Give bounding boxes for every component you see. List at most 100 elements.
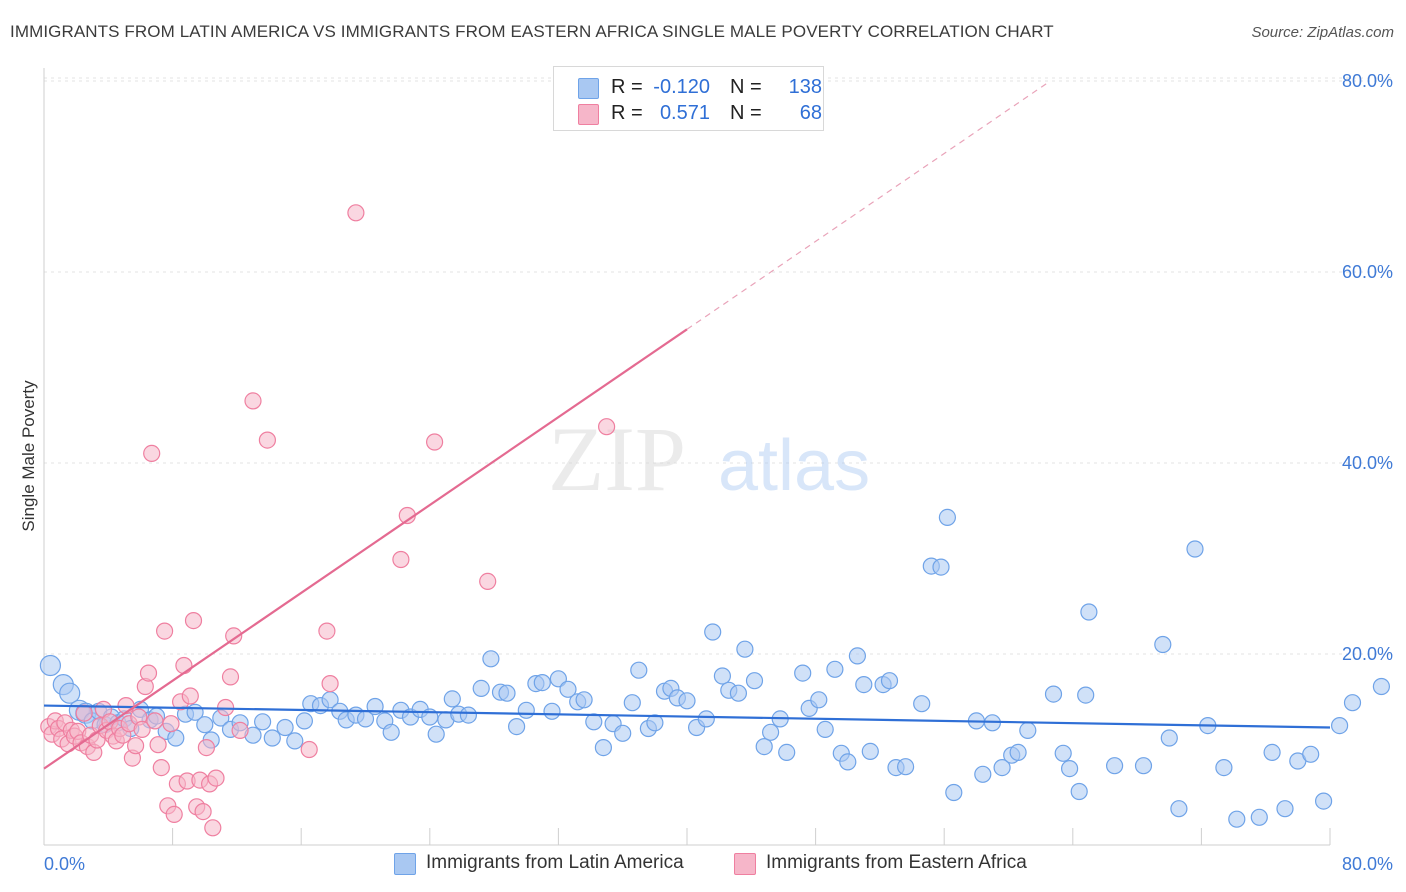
data-point-latin-america	[1372, 677, 1391, 696]
data-point-latin-america	[678, 692, 696, 710]
legend-n-label: N =	[730, 76, 762, 98]
data-point-latin-america	[896, 758, 915, 776]
data-point-latin-america	[713, 667, 732, 685]
data-point-eastern-africa	[392, 550, 410, 569]
data-point-latin-america	[167, 729, 185, 747]
data-point-latin-america	[745, 672, 764, 690]
data-point-eastern-africa	[258, 431, 276, 449]
data-point-latin-america	[778, 743, 796, 762]
axes	[43, 68, 1331, 846]
data-points	[39, 204, 1391, 837]
data-point-eastern-africa	[181, 687, 199, 705]
data-point-eastern-africa	[75, 704, 93, 722]
data-point-latin-america	[1070, 782, 1088, 801]
data-point-latin-america	[623, 694, 641, 712]
data-point-latin-america	[427, 725, 445, 743]
data-point-eastern-africa	[133, 720, 151, 739]
y-tick-label: 80.0%	[1342, 71, 1393, 91]
data-point-eastern-africa	[184, 611, 203, 630]
chart-title: IMMIGRANTS FROM LATIN AMERICA VS IMMIGRA…	[10, 22, 1054, 41]
data-point-latin-america	[472, 679, 490, 698]
data-point-eastern-africa	[149, 736, 167, 754]
data-point-latin-america	[993, 758, 1011, 777]
data-point-latin-america	[1215, 758, 1233, 777]
x-tick-label: 80.0%	[1342, 854, 1393, 874]
data-point-latin-america	[913, 695, 931, 713]
data-point-eastern-africa	[231, 721, 249, 740]
data-point-latin-america	[276, 718, 294, 737]
legend-r-label: R =	[611, 76, 643, 98]
data-point-latin-america	[254, 713, 272, 731]
legend-n-value: 68	[799, 102, 822, 124]
data-point-latin-america	[848, 647, 867, 665]
data-point-latin-america	[1154, 635, 1172, 654]
data-point-eastern-africa	[244, 392, 262, 410]
trend-lines	[43, 80, 1331, 770]
y-axis-label: Single Male Poverty	[19, 380, 38, 532]
data-point-latin-america	[1060, 759, 1079, 778]
data-point-eastern-africa	[321, 674, 339, 693]
data-point-latin-america	[507, 717, 526, 736]
data-point-latin-america	[697, 710, 715, 728]
data-point-latin-america	[1263, 743, 1281, 762]
legend-n-value: 138	[788, 76, 822, 98]
data-point-latin-america	[938, 508, 957, 527]
data-point-latin-america	[59, 682, 81, 704]
correlation-legend: R = -0.120 N = 138 R = 0.571 N = 68	[553, 66, 824, 131]
data-point-latin-america	[1019, 721, 1037, 740]
legend-r-label: R =	[611, 102, 643, 124]
data-point-latin-america	[196, 716, 214, 734]
bottom-legend-swatch-eastern-africa	[734, 853, 756, 875]
data-point-latin-america	[810, 691, 828, 709]
data-point-latin-america	[1105, 757, 1124, 775]
y-tick-label: 40.0%	[1342, 453, 1393, 473]
data-point-eastern-africa	[347, 204, 365, 222]
data-point-latin-america	[575, 691, 593, 709]
data-point-eastern-africa	[175, 656, 193, 675]
data-point-eastern-africa	[117, 696, 135, 715]
data-point-eastern-africa	[165, 805, 183, 824]
data-point-eastern-africa	[207, 769, 225, 787]
data-point-latin-america	[1134, 757, 1153, 775]
data-point-eastern-africa	[139, 664, 158, 682]
data-point-eastern-africa	[300, 740, 318, 759]
bottom-legend-swatch-latin-america	[394, 853, 416, 875]
data-point-latin-america	[816, 720, 834, 739]
data-point-latin-america	[1314, 792, 1333, 810]
data-point-latin-america	[1080, 603, 1098, 621]
data-point-eastern-africa	[162, 715, 180, 733]
data-point-eastern-africa	[194, 802, 212, 821]
data-point-latin-america	[443, 690, 461, 708]
data-point-latin-america	[1343, 694, 1362, 712]
data-point-latin-america	[630, 661, 648, 679]
data-point-latin-america	[1186, 540, 1204, 558]
data-point-latin-america	[1330, 716, 1349, 735]
data-point-latin-america	[945, 783, 963, 802]
data-point-latin-america	[755, 737, 773, 756]
data-point-latin-america	[826, 660, 844, 678]
data-point-latin-america	[974, 765, 992, 783]
data-point-eastern-africa	[479, 572, 497, 591]
trend-line-eastern-africa	[43, 328, 688, 770]
watermark-zip: ZIP	[548, 408, 686, 510]
trend-line-eastern-africa-extension	[686, 80, 1051, 330]
legend-swatch-latin-america	[578, 78, 599, 99]
data-point-latin-america	[295, 712, 313, 730]
data-point-latin-america	[880, 672, 899, 690]
data-point-eastern-africa	[426, 433, 444, 451]
data-point-latin-america	[1276, 800, 1294, 818]
data-point-latin-america	[594, 738, 613, 757]
data-point-eastern-africa	[152, 758, 170, 777]
data-point-latin-america	[761, 723, 780, 741]
data-point-latin-america	[736, 640, 754, 658]
data-point-eastern-africa	[197, 738, 215, 757]
data-point-latin-america	[498, 684, 516, 702]
data-point-eastern-africa	[225, 627, 243, 645]
data-point-latin-america	[932, 558, 950, 576]
y-tick-label: 20.0%	[1342, 644, 1393, 664]
watermark: ZIP atlas	[548, 408, 870, 510]
bottom-legend-label: Immigrants from Eastern Africa	[766, 852, 1027, 873]
data-point-latin-america	[1170, 800, 1188, 818]
trend-line-latin-america	[43, 704, 1331, 729]
y-tick-label: 60.0%	[1342, 262, 1393, 282]
